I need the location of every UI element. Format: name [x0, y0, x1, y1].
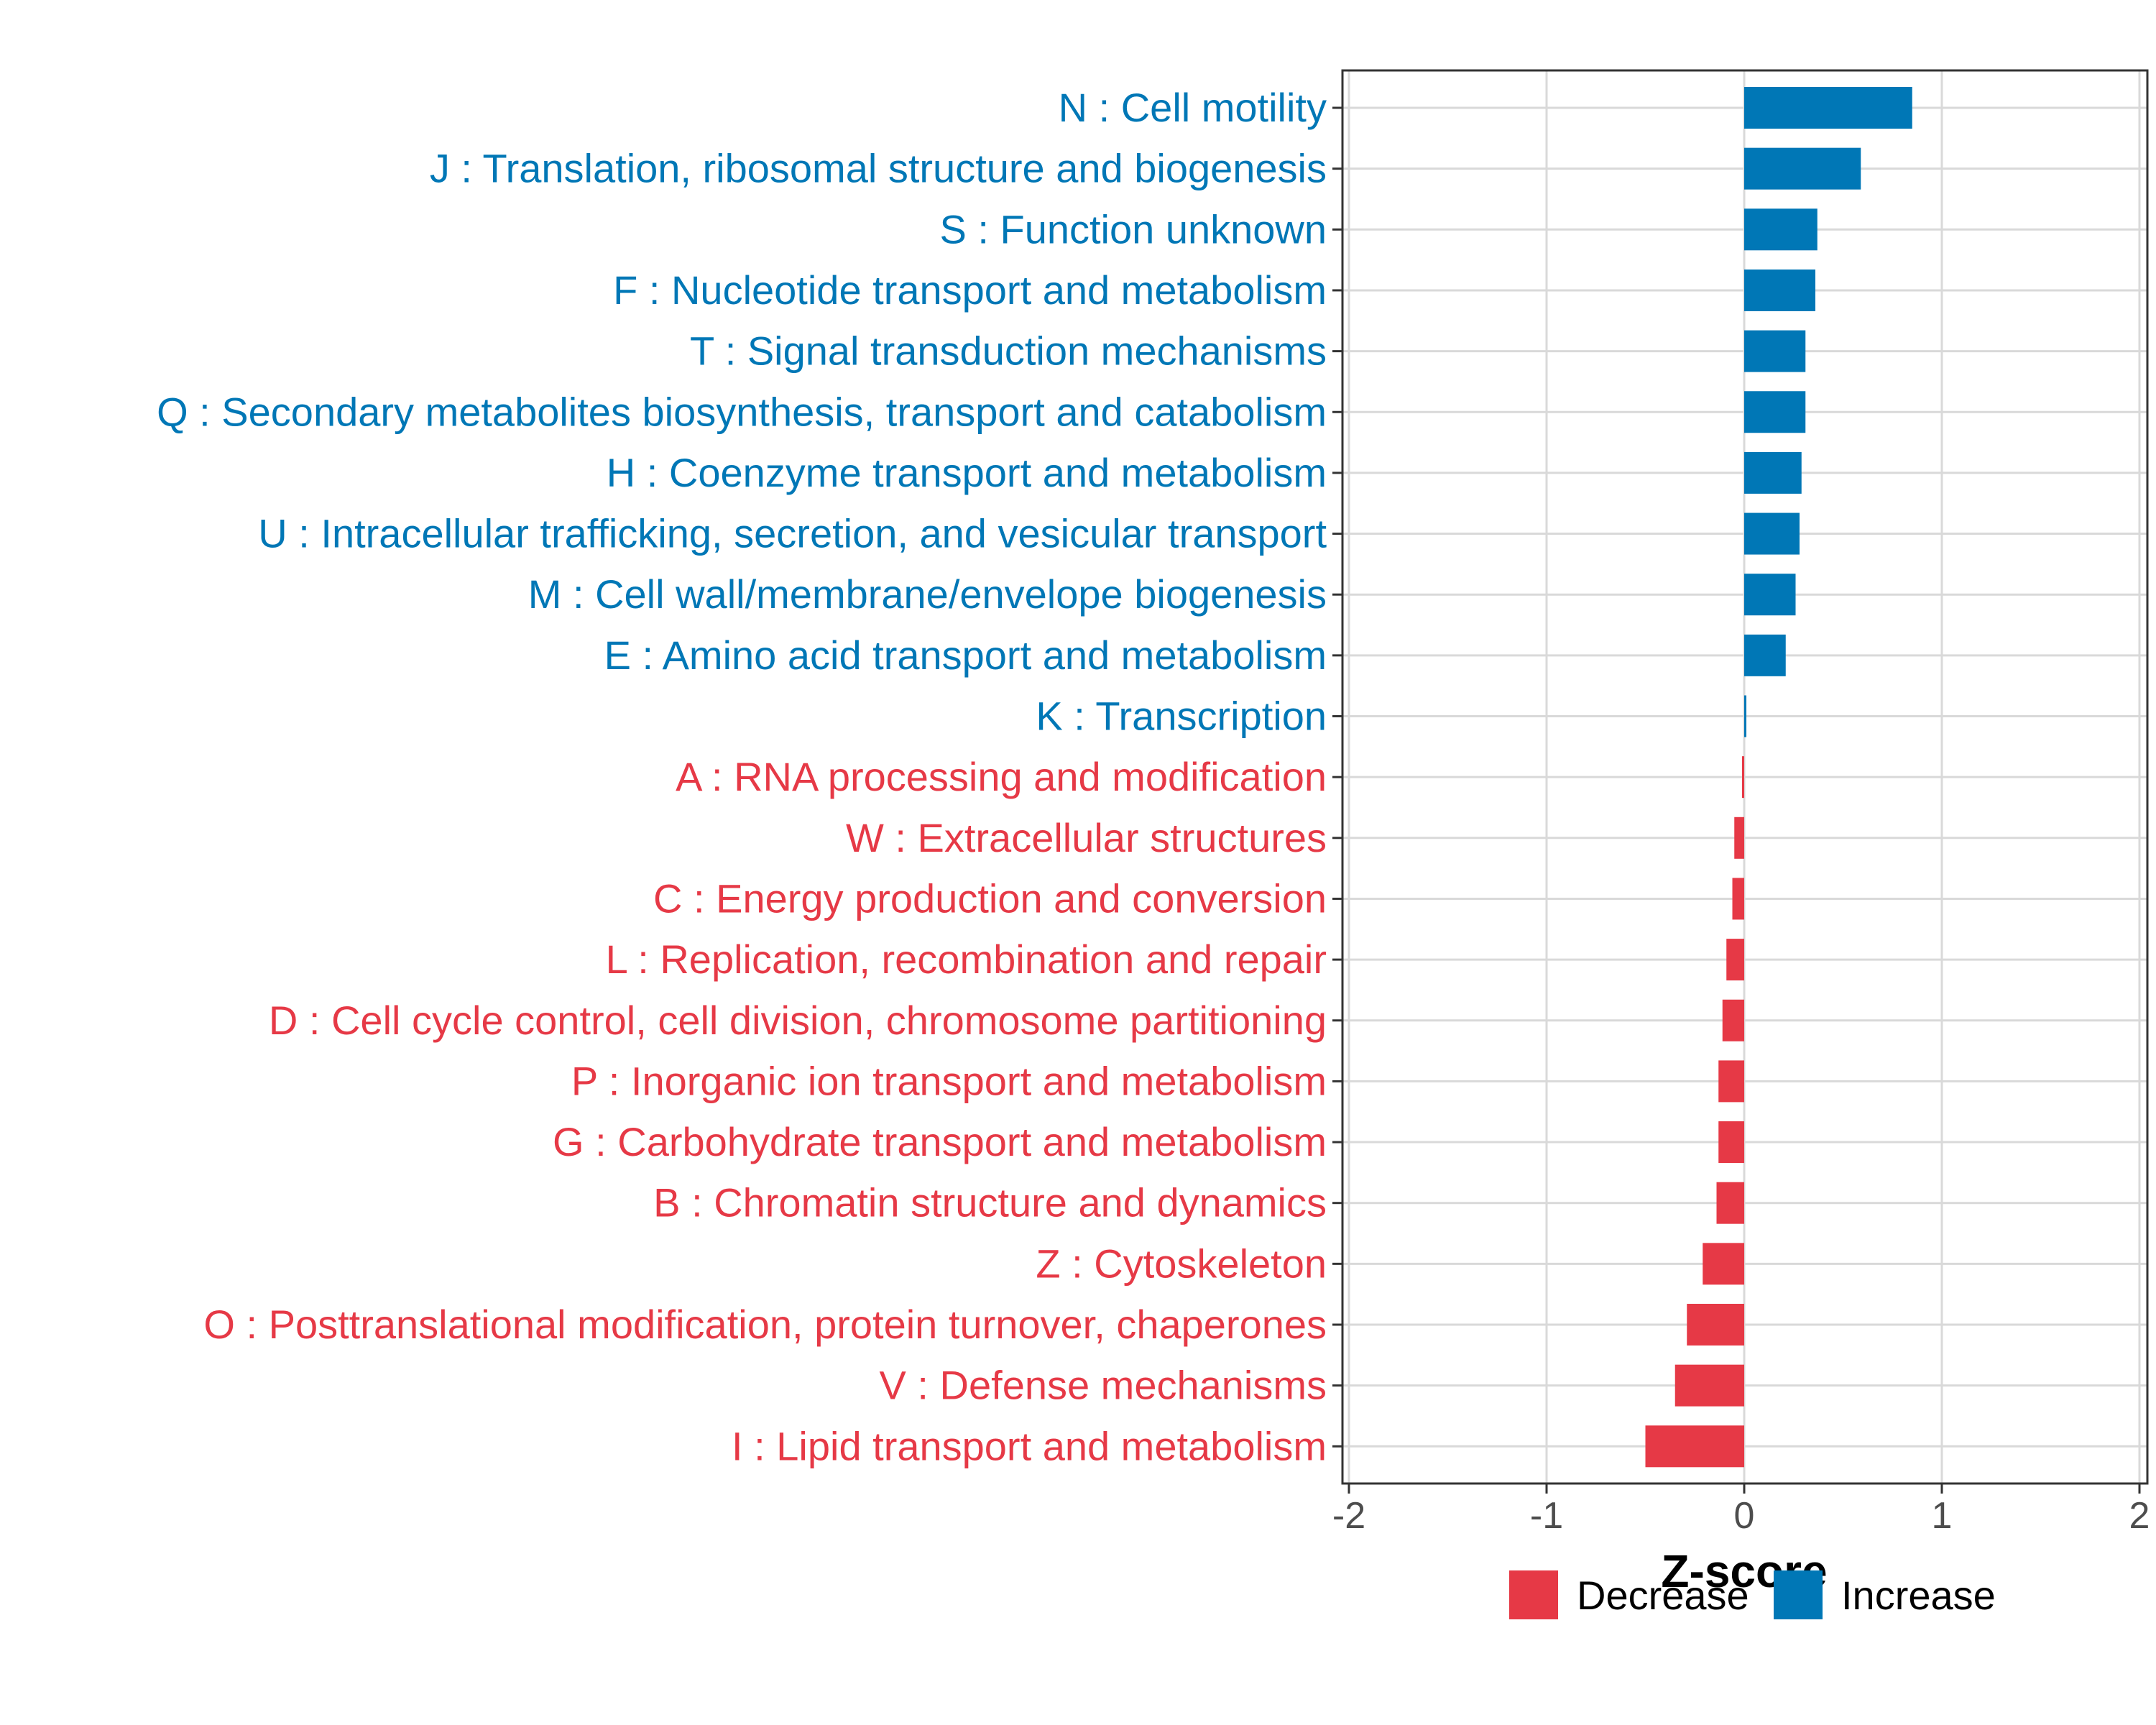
legend: Decrease Increase	[1509, 1570, 1996, 1619]
bar	[1744, 574, 1796, 616]
bar	[1703, 1243, 1744, 1285]
bar	[1674, 1364, 1744, 1407]
x-tick-label: -2	[1332, 1495, 1365, 1537]
category-label: Z : Cytoskeleton	[1036, 1241, 1327, 1286]
bar	[1744, 634, 1786, 676]
category-label: B : Chromatin structure and dynamics	[653, 1180, 1327, 1225]
category-label: L : Replication, recombination and repai…	[606, 937, 1327, 982]
category-label: K : Transcription	[1036, 694, 1327, 739]
bar	[1722, 999, 1744, 1041]
bar	[1742, 756, 1744, 799]
bar	[1744, 512, 1800, 555]
bar	[1744, 695, 1746, 737]
category-label: D : Cell cycle control, cell division, c…	[269, 998, 1327, 1043]
category-label: J : Translation, ribosomal structure and…	[430, 146, 1327, 191]
x-tick-label: 0	[1734, 1495, 1755, 1537]
category-label: P : Inorganic ion transport and metaboli…	[571, 1058, 1327, 1103]
category-label: C : Energy production and conversion	[653, 875, 1327, 921]
x-axis: -2 -1 0 1 2	[1332, 1484, 2150, 1537]
bar	[1744, 391, 1806, 433]
legend-swatch	[1774, 1570, 1823, 1619]
category-label: E : Amino acid transport and metabolism	[604, 632, 1327, 678]
category-label: F : Nucleotide transport and metabolism	[613, 267, 1327, 313]
category-label: H : Coenzyme transport and metabolism	[607, 450, 1327, 495]
category-label: N : Cell motility	[1059, 85, 1327, 130]
legend-label: Decrease	[1577, 1573, 1749, 1618]
bar	[1645, 1425, 1744, 1468]
bar	[1716, 1182, 1744, 1224]
category-axis: N : Cell motility J : Translation, riboso…	[157, 85, 1342, 1468]
bar	[1718, 1121, 1744, 1164]
category-label: T : Signal transduction mechanisms	[690, 328, 1327, 374]
bar	[1744, 147, 1861, 190]
category-label: V : Defense mechanisms	[880, 1363, 1327, 1408]
category-label: A : RNA processing and modification	[676, 754, 1327, 799]
category-label: S : Function unknown	[939, 206, 1327, 252]
x-tick-label: 2	[2129, 1495, 2150, 1537]
bar	[1732, 878, 1744, 920]
bar	[1718, 1060, 1744, 1103]
bar	[1744, 451, 1802, 494]
category-label: W : Extracellular structures	[846, 815, 1327, 860]
bar	[1734, 816, 1744, 859]
bars	[1645, 87, 1912, 1468]
category-label: M : Cell wall/membrane/envelope biogenes…	[528, 571, 1327, 617]
x-tick-label: -1	[1530, 1495, 1563, 1537]
category-label: G : Carbohydrate transport and metabolis…	[553, 1119, 1327, 1164]
category-label: O : Posttranslational modification, prot…	[203, 1302, 1327, 1347]
category-label: U : Intracellular trafficking, secretion…	[258, 511, 1327, 556]
bar	[1744, 87, 1912, 129]
category-label: Q : Secondary metabolites biosynthesis, …	[157, 389, 1327, 434]
bar	[1744, 208, 1818, 251]
bar	[1726, 939, 1744, 981]
bar	[1687, 1304, 1744, 1346]
legend-swatch	[1509, 1570, 1558, 1619]
bar	[1744, 269, 1815, 311]
bar	[1744, 330, 1806, 372]
x-tick-label: 1	[1932, 1495, 1953, 1537]
category-label: I : Lipid transport and metabolism	[732, 1423, 1327, 1468]
legend-label: Increase	[1841, 1573, 1996, 1618]
